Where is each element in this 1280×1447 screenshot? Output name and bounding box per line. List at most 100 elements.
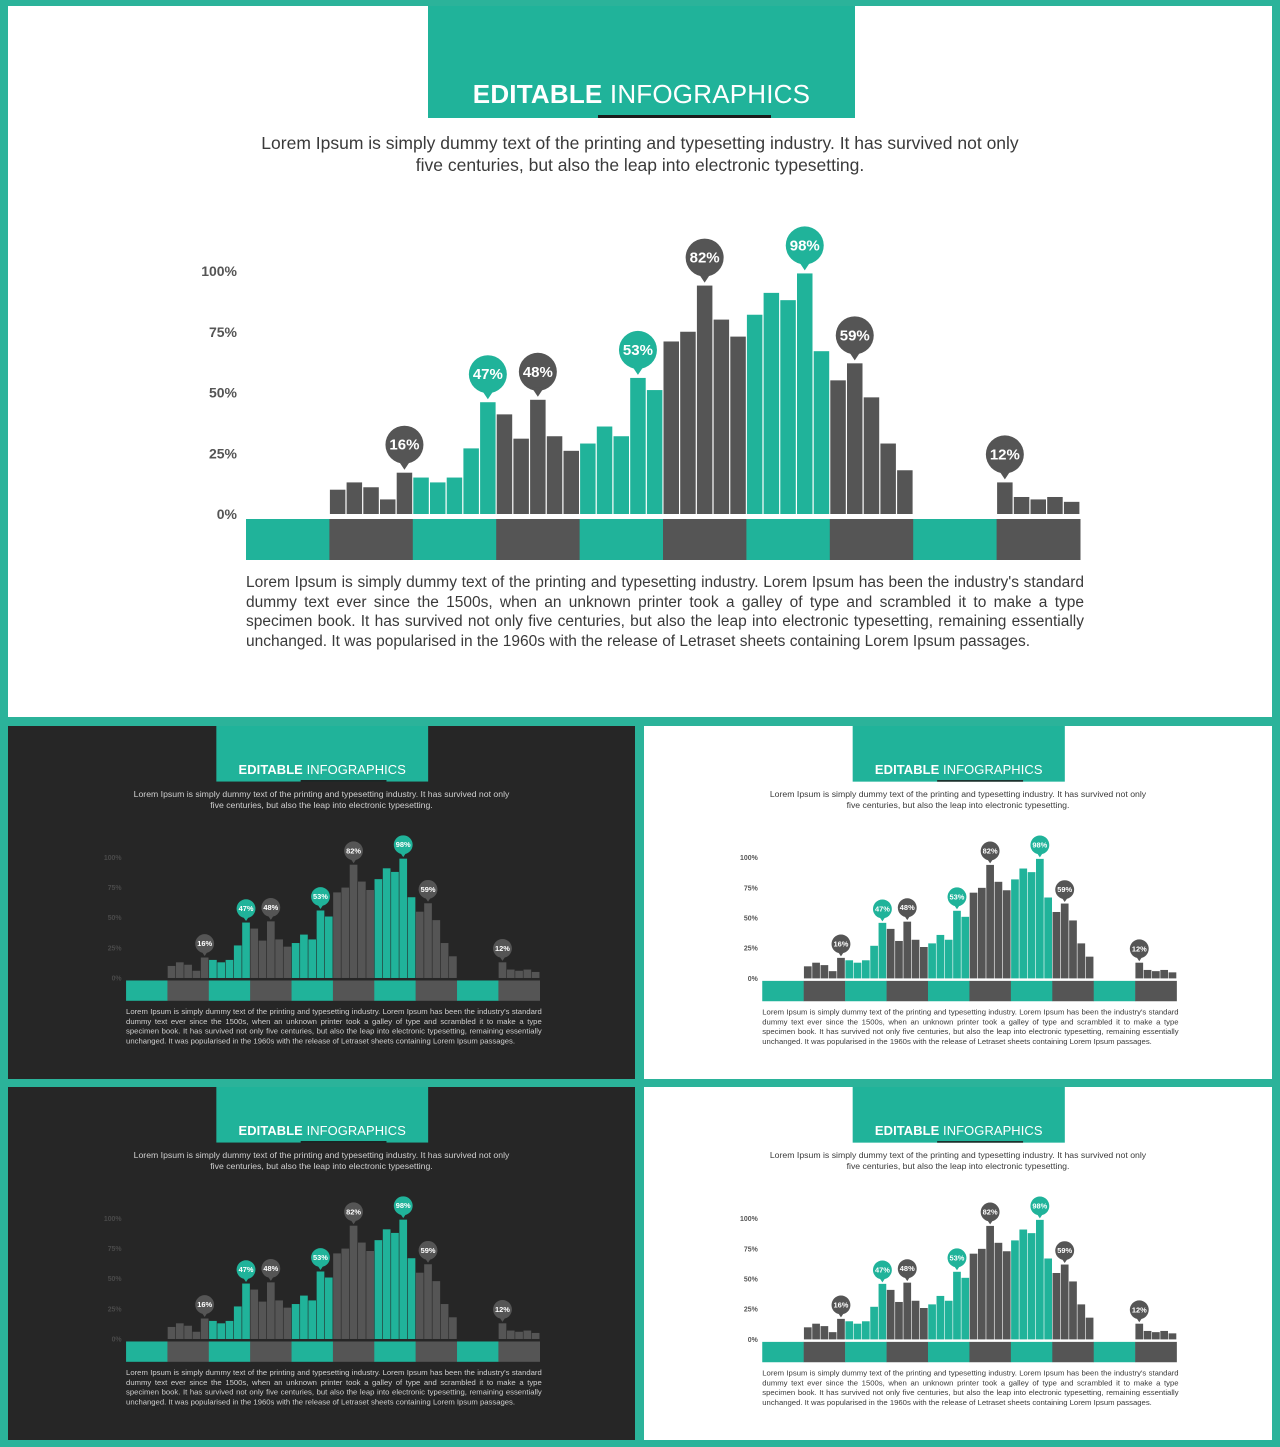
bubble-pointer (1036, 852, 1043, 858)
value-bubble: 82% (344, 841, 363, 864)
subtitle-line-2: five centuries, but also the leap into e… (415, 155, 865, 175)
value-bubble: 48% (518, 352, 557, 397)
title-bold: EDITABLE (874, 1123, 940, 1139)
data-label: 12% (495, 1305, 510, 1314)
bar (242, 922, 250, 978)
bubble-circle (897, 1259, 917, 1279)
bar (523, 969, 532, 978)
bubble-circle (311, 1248, 330, 1268)
bar (209, 959, 217, 978)
subtitle: Lorem Ipsum is simply dummy text of the … (218, 132, 1062, 176)
bar (828, 1332, 837, 1340)
bar (291, 1304, 300, 1339)
bar (847, 363, 863, 514)
y-tick-label: 0% (748, 976, 758, 983)
data-label: 12% (1132, 944, 1147, 953)
bubble-pointer (317, 904, 324, 910)
bar (1063, 501, 1080, 514)
bubble-circle (831, 1295, 851, 1315)
bubble-circle (947, 1248, 967, 1268)
segment-block (332, 1341, 375, 1362)
data-label: 16% (834, 1300, 849, 1309)
bar (415, 911, 424, 978)
bar (986, 864, 994, 979)
bar (828, 971, 837, 979)
slide-content: EDITABLE INFOGRAPHICS Lorem Ipsum is sim… (8, 1087, 635, 1440)
bar (903, 921, 912, 979)
slide-title: EDITABLE INFOGRAPHICS (216, 762, 428, 777)
subtitle-line-1: Lorem Ipsum is simply dummy text of the … (769, 789, 1147, 800)
bubble-circle (831, 934, 851, 954)
bar (845, 1321, 854, 1340)
bubble-circle (418, 879, 438, 899)
bar (1011, 879, 1019, 979)
bar (250, 928, 259, 978)
value-bubbles: 16% 47% 48% 53% 82% 98% 59% 12% (195, 1196, 512, 1322)
bubble-pointer (425, 1258, 432, 1263)
bar (308, 1300, 317, 1339)
segment-block (496, 519, 581, 560)
bubble-circle (1055, 1241, 1075, 1261)
y-tick-label: 25% (108, 945, 122, 952)
bar (349, 864, 358, 978)
bar (225, 959, 234, 978)
subtitle-line-2: five centuries, but also the leap into e… (210, 1160, 433, 1171)
data-label: 98% (396, 840, 411, 849)
data-label: 82% (690, 250, 720, 267)
bar (1052, 911, 1061, 979)
bubble-pointer (1061, 897, 1068, 903)
bar (432, 1281, 441, 1339)
value-bubble: 98% (1030, 835, 1050, 858)
bar (308, 939, 317, 978)
bar (820, 1326, 829, 1340)
bar (200, 1318, 209, 1339)
y-axis-ticks: 100% 75% 50% 25% 0% (740, 855, 758, 983)
bubble-pointer (350, 1219, 357, 1225)
data-label: 48% (900, 1264, 915, 1273)
body-paragraph: Lorem Ipsum is simply dummy text of the … (762, 1008, 1179, 1046)
bubble-circle (872, 1260, 892, 1280)
value-bubble: 12% (1129, 1300, 1149, 1323)
bar (217, 1323, 226, 1339)
bar (283, 1307, 292, 1339)
data-label: 53% (950, 1253, 965, 1262)
title-banner (852, 726, 1065, 782)
bar (346, 482, 363, 514)
bar (969, 892, 978, 979)
value-bubble: 82% (980, 841, 1000, 864)
bar (812, 1323, 820, 1340)
segment-block (886, 1341, 929, 1363)
bar (316, 910, 325, 978)
bubble-circle (236, 899, 256, 919)
segment-block (845, 1341, 887, 1363)
segment-block (1010, 1341, 1053, 1363)
data-label: 47% (473, 366, 503, 383)
bar (380, 499, 396, 514)
segment-block (1135, 1341, 1177, 1363)
y-axis-ticks: 100% 75% 50% 25% 0% (740, 1216, 758, 1344)
segment-block (332, 980, 375, 1001)
segment-block (126, 980, 168, 1001)
bubble-pointer (267, 1276, 274, 1281)
bar (200, 957, 209, 978)
bubble-pointer (499, 1317, 506, 1322)
data-label: 59% (840, 327, 870, 344)
bubble-circle (872, 899, 892, 919)
data-label: 82% (983, 846, 998, 855)
subtitle-line-2: five centuries, but also the leap into e… (846, 800, 1070, 810)
bubble-circle (980, 841, 1000, 861)
bar (341, 887, 350, 978)
value-bubble: 82% (980, 1202, 1000, 1225)
data-label: 53% (623, 342, 653, 359)
slide-light-2: EDITABLE INFOGRAPHICS Lorem Ipsum is sim… (644, 1087, 1272, 1440)
bubble-pointer (837, 1312, 844, 1318)
y-tick-label: 50% (108, 915, 122, 922)
y-axis-ticks: 100% 75% 50% 25% 0% (104, 1216, 122, 1344)
bar (680, 331, 696, 514)
bubble-circle (261, 1259, 281, 1278)
bar (1069, 1281, 1077, 1340)
data-label: 53% (950, 892, 965, 901)
bubble-pointer (987, 1219, 994, 1225)
segment-block (412, 519, 497, 560)
bar (1152, 971, 1160, 979)
